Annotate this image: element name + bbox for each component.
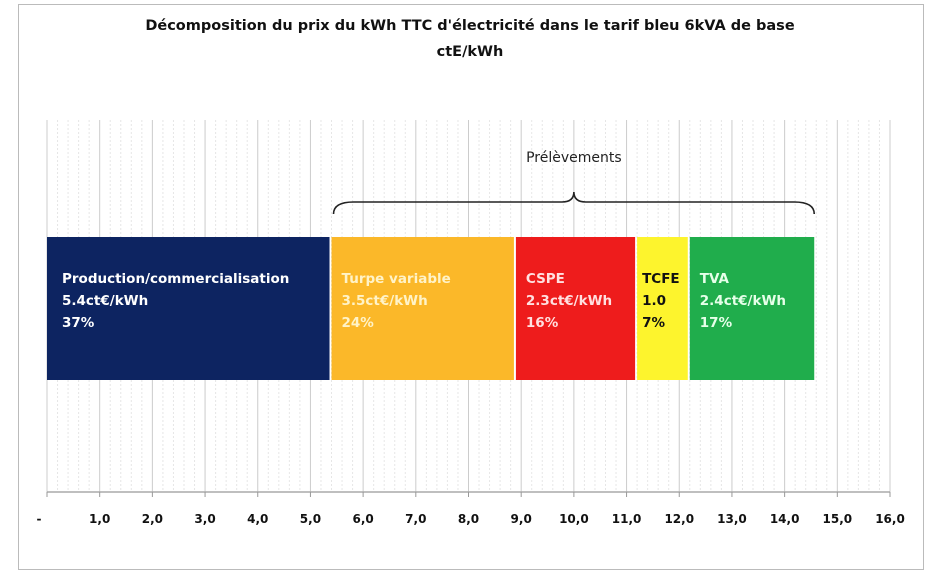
bar-segment bbox=[637, 237, 688, 380]
x-tick-label: 1,0 bbox=[89, 512, 110, 526]
x-tick-label: 8,0 bbox=[458, 512, 479, 526]
x-tick-label: 9,0 bbox=[511, 512, 532, 526]
bar-label-name: Turpe variable bbox=[342, 271, 451, 287]
brace-label: Prélèvements bbox=[526, 150, 622, 166]
x-tick-label: 5,0 bbox=[300, 512, 321, 526]
chart-frame bbox=[18, 4, 924, 570]
bar-label-value-label: 2.4ct€/kWh bbox=[700, 293, 786, 309]
x-tick-label: 13,0 bbox=[717, 512, 747, 526]
bar-label-value-label: 1.0 bbox=[642, 293, 666, 309]
x-tick-label: 16,0 bbox=[875, 512, 905, 526]
annotation-brace: Prélèvements bbox=[332, 150, 816, 215]
chart-title: Décomposition du prix du kWh TTC d'élect… bbox=[145, 18, 794, 34]
bar-label-value-label: 5.4ct€/kWh bbox=[62, 293, 148, 309]
bar-label-percent-label: 16% bbox=[526, 315, 559, 331]
bar-label-percent-label: 17% bbox=[700, 315, 733, 331]
bar-label-name: TCFE bbox=[642, 271, 680, 287]
bar-segment bbox=[689, 237, 815, 380]
x-tick-label: 12,0 bbox=[664, 512, 694, 526]
x-tick-label: 11,0 bbox=[612, 512, 642, 526]
chart-subtitle: ctE/kWh bbox=[437, 44, 504, 60]
bar-segment bbox=[47, 237, 330, 380]
bar-label-percent-label: 7% bbox=[642, 315, 665, 331]
x-axis-ticks: - 1,0 2,0 3,0 4,0 5,0 6,0 7,0 8,0 9,0 10,0 11,0 12,0… bbox=[37, 492, 905, 526]
bars: Production/commercialisation 5.4ct€/kWh 37… bbox=[47, 237, 815, 380]
x-tick-label: 3,0 bbox=[194, 512, 215, 526]
bar-label-percent-label: 24% bbox=[342, 315, 375, 331]
brace-shape bbox=[332, 191, 816, 215]
x-tick-label: 2,0 bbox=[142, 512, 163, 526]
x-tick-label: 14,0 bbox=[770, 512, 800, 526]
bar-label-name: TVA bbox=[700, 271, 730, 287]
x-tick-label: 4,0 bbox=[247, 512, 268, 526]
bar-label-value-label: 2.3ct€/kWh bbox=[526, 293, 612, 309]
bar-label-name: Production/commercialisation bbox=[62, 271, 289, 287]
x-tick-label: 7,0 bbox=[405, 512, 426, 526]
x-tick-label: 6,0 bbox=[352, 512, 373, 526]
bar-label-value-label: 3.5ct€/kWh bbox=[342, 293, 428, 309]
x-tick-label: 10,0 bbox=[559, 512, 589, 526]
x-tick-label: 15,0 bbox=[823, 512, 853, 526]
bar-segment bbox=[515, 237, 636, 380]
bar-segment bbox=[331, 237, 514, 380]
bar-label-percent-label: 37% bbox=[62, 315, 95, 331]
x-tick-label: - bbox=[37, 512, 42, 526]
bar-label-name: CSPE bbox=[526, 271, 565, 287]
